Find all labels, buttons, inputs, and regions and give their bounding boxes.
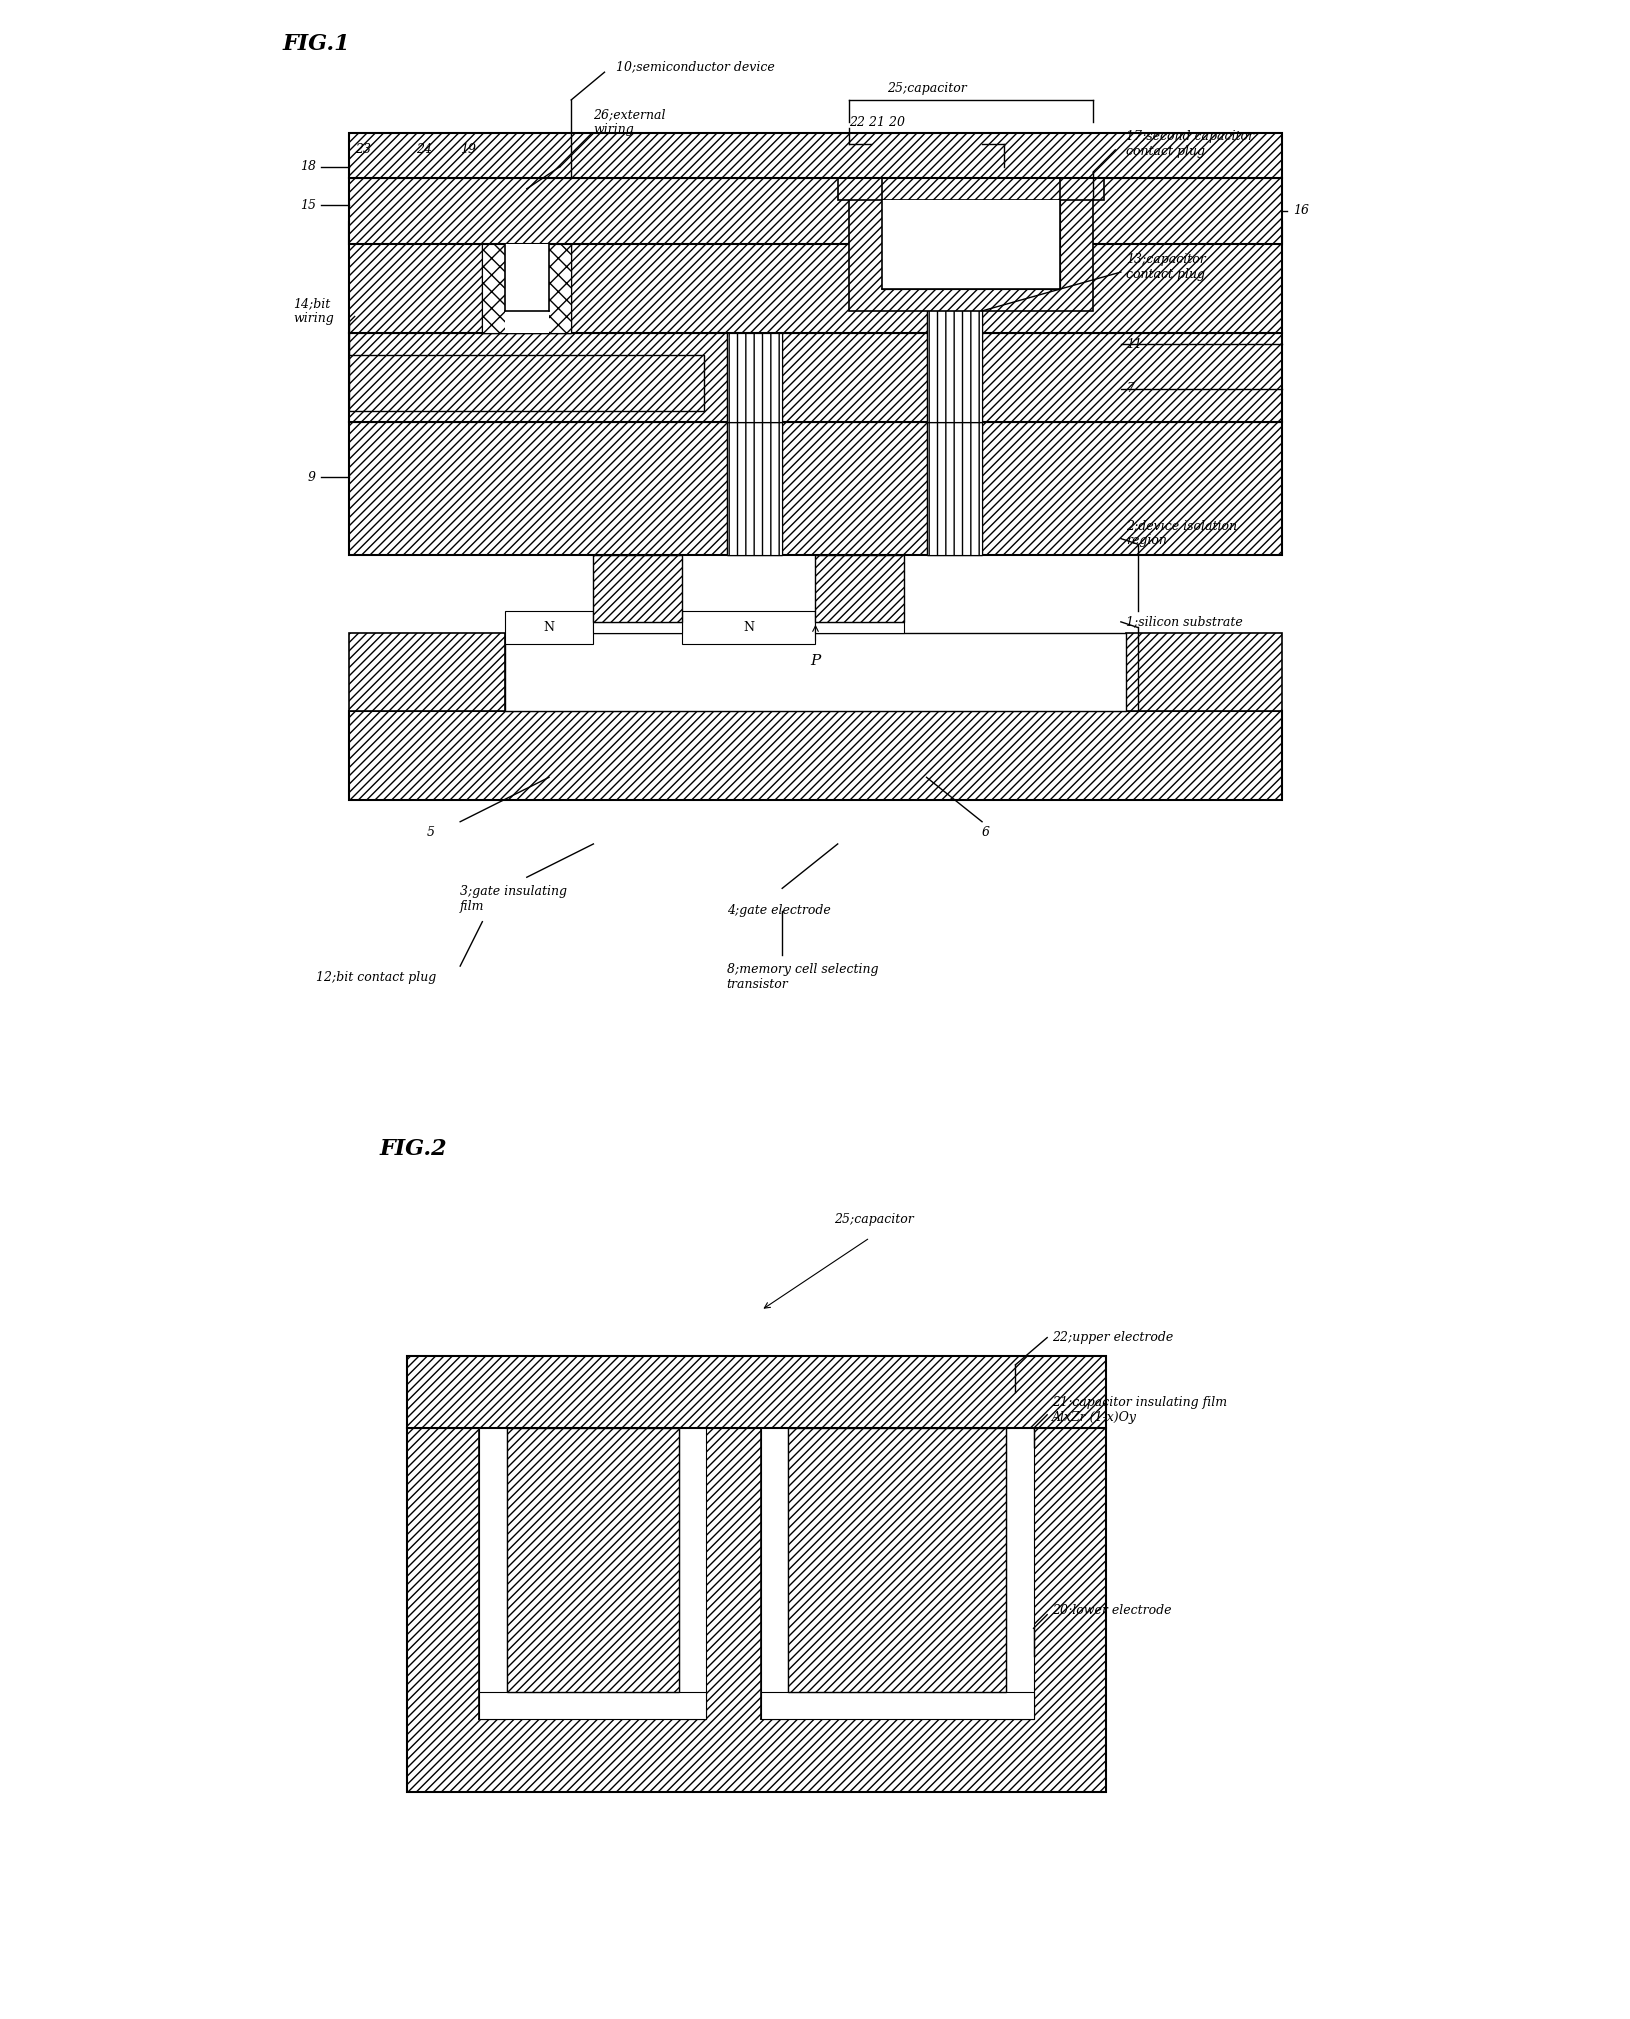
Bar bbox=[815, 555, 903, 622]
Text: 24: 24 bbox=[416, 143, 432, 155]
Bar bbox=[479, 1429, 706, 1718]
Bar bbox=[349, 711, 1281, 800]
Text: 14;bit
wiring: 14;bit wiring bbox=[293, 297, 334, 325]
Text: 1;silicon substrate: 1;silicon substrate bbox=[1126, 616, 1242, 628]
Bar bbox=[815, 622, 903, 632]
Bar bbox=[349, 222, 1281, 333]
Bar bbox=[482, 244, 570, 333]
Bar bbox=[787, 1429, 1006, 1692]
Bar bbox=[727, 333, 782, 422]
Text: 25;capacitor: 25;capacitor bbox=[887, 83, 967, 95]
Bar bbox=[349, 333, 1281, 422]
Bar bbox=[1126, 632, 1281, 711]
Bar bbox=[678, 1429, 706, 1718]
Bar bbox=[479, 1429, 507, 1718]
Bar bbox=[504, 610, 593, 644]
Bar bbox=[838, 155, 1104, 200]
Text: 22;upper electrode: 22;upper electrode bbox=[1051, 1331, 1172, 1345]
Bar bbox=[727, 422, 782, 555]
Text: FIG.1: FIG.1 bbox=[282, 32, 350, 55]
Text: 6: 6 bbox=[981, 826, 989, 840]
Text: 21;capacitor insulating film
AlxZr (1-x)Oy: 21;capacitor insulating film AlxZr (1-x)… bbox=[1051, 1397, 1226, 1423]
Bar bbox=[507, 1429, 678, 1692]
Bar bbox=[349, 422, 1281, 555]
Bar bbox=[349, 178, 1281, 244]
Text: 12;bit contact plug: 12;bit contact plug bbox=[316, 971, 435, 983]
Text: 22 21 20: 22 21 20 bbox=[848, 115, 905, 129]
Bar bbox=[848, 178, 1092, 311]
Bar bbox=[406, 1357, 1105, 1429]
Bar bbox=[479, 1692, 706, 1718]
Bar bbox=[1043, 178, 1060, 289]
Bar bbox=[593, 555, 681, 622]
Bar bbox=[761, 1429, 787, 1718]
Text: 20;lower electrode: 20;lower electrode bbox=[1051, 1603, 1170, 1617]
Text: 13;capacitor
contact plug: 13;capacitor contact plug bbox=[1126, 252, 1206, 281]
Text: 9: 9 bbox=[308, 470, 316, 485]
Text: 11: 11 bbox=[1126, 337, 1141, 351]
Bar bbox=[406, 1429, 1105, 1793]
Bar bbox=[761, 1692, 1033, 1718]
Text: 17;second capacitor
contact plug: 17;second capacitor contact plug bbox=[1126, 131, 1253, 157]
Bar bbox=[926, 222, 981, 422]
Text: 2;device isolation
region: 2;device isolation region bbox=[1126, 519, 1237, 547]
Bar bbox=[349, 355, 704, 410]
Text: 25;capacitor: 25;capacitor bbox=[833, 1213, 913, 1226]
Text: 23: 23 bbox=[354, 143, 370, 155]
Text: 7: 7 bbox=[1126, 382, 1134, 396]
Bar bbox=[681, 610, 815, 644]
Bar bbox=[504, 244, 549, 333]
Text: 5: 5 bbox=[427, 826, 435, 840]
Bar bbox=[727, 422, 782, 555]
Bar bbox=[593, 622, 681, 632]
Bar bbox=[882, 273, 1060, 289]
Bar bbox=[1006, 1429, 1033, 1718]
Bar bbox=[926, 422, 981, 555]
Bar bbox=[727, 333, 782, 422]
Text: 10;semiconductor device: 10;semiconductor device bbox=[615, 61, 774, 73]
Text: 18: 18 bbox=[300, 160, 316, 174]
Bar bbox=[349, 133, 1281, 178]
Text: 4;gate electrode: 4;gate electrode bbox=[727, 905, 830, 917]
Text: 15: 15 bbox=[300, 200, 316, 212]
Text: 26;external
wiring: 26;external wiring bbox=[593, 109, 665, 135]
Text: N: N bbox=[743, 622, 755, 634]
Text: FIG.2: FIG.2 bbox=[380, 1137, 447, 1159]
Bar bbox=[926, 422, 981, 555]
Bar bbox=[882, 178, 898, 289]
Text: 19: 19 bbox=[460, 143, 476, 155]
Text: P: P bbox=[810, 654, 820, 668]
Text: 3;gate insulating
film: 3;gate insulating film bbox=[460, 886, 567, 913]
Bar bbox=[761, 1429, 1033, 1718]
Bar bbox=[349, 632, 504, 711]
Bar bbox=[504, 632, 1126, 711]
Bar bbox=[926, 222, 981, 422]
Text: 8;memory cell selecting
transistor: 8;memory cell selecting transistor bbox=[727, 963, 877, 991]
Text: N: N bbox=[543, 622, 554, 634]
Bar bbox=[482, 244, 570, 333]
Bar bbox=[882, 200, 1060, 289]
Text: 16: 16 bbox=[1293, 204, 1309, 218]
